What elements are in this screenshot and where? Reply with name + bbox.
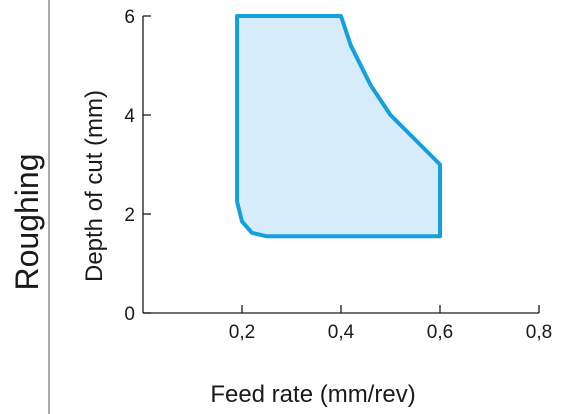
y-tick-label: 2 xyxy=(124,205,135,226)
x-ticks: 0,2 0,4 0,6 0,8 xyxy=(229,305,552,343)
y-tick-label: 4 xyxy=(124,106,135,127)
section-label: Roughing xyxy=(9,154,45,291)
x-tick-label: 0,4 xyxy=(328,322,355,343)
x-tick-label: 0,8 xyxy=(526,322,552,343)
y-tick-label: 0 xyxy=(124,304,135,325)
y-tick-label: 6 xyxy=(124,7,135,28)
x-tick-label: 0,2 xyxy=(229,322,255,343)
feasible-region xyxy=(235,14,442,239)
y-ticks: 0 2 4 6 xyxy=(124,7,151,325)
x-tick-label: 0,6 xyxy=(427,322,453,343)
y-axis-title: Depth of cut (mm) xyxy=(81,90,108,282)
x-axis-title: Feed rate (mm/rev) xyxy=(210,381,415,408)
